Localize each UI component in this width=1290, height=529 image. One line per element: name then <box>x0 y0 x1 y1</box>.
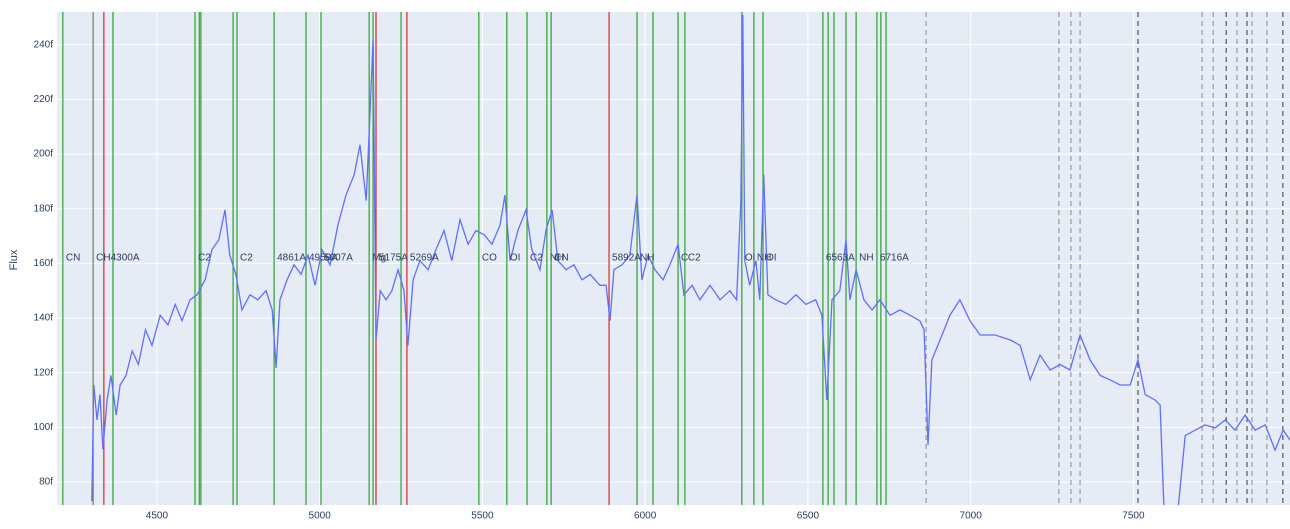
y-tick-label: 120f <box>34 367 54 378</box>
line-label: C2 <box>240 253 253 264</box>
y-tick-label: 240f <box>34 39 54 50</box>
y-tick-label: 160f <box>34 258 54 269</box>
y-tick-label: 200f <box>34 149 54 160</box>
y-tick-label: 80f <box>39 477 53 488</box>
line-label: 5007A <box>324 253 353 264</box>
line-label: CN <box>66 253 80 264</box>
y-axis-title: Flux <box>8 249 20 270</box>
x-tick-label: 6500 <box>797 511 820 522</box>
x-tick-label: 4500 <box>146 511 169 522</box>
axes: 80f 100f 120f 140f 160f 180f 200f 220f 240f 4500 5… <box>34 39 1145 521</box>
line-label: C2 <box>688 253 701 264</box>
line-label: 5892A <box>612 253 641 264</box>
y-tick-label: 180f <box>34 203 54 214</box>
line-label: 4959A <box>309 253 338 264</box>
line-label: CH4300A <box>96 253 140 264</box>
line-label: CN <box>554 253 568 264</box>
x-tick-label: 6000 <box>634 511 657 522</box>
x-tick-label: 5500 <box>471 511 494 522</box>
line-label: NH <box>640 253 654 264</box>
line-label: CO <box>482 253 497 264</box>
line-label: OI <box>766 253 777 264</box>
line-label: 6563A <box>826 253 855 264</box>
y-tick-label: 220f <box>34 94 54 105</box>
line-label: C <box>681 253 688 264</box>
x-tick-label: 7500 <box>1122 511 1145 522</box>
y-tick-label: 140f <box>34 313 54 324</box>
line-label: C2 <box>530 253 543 264</box>
plot-background <box>57 12 1290 505</box>
spectrum-line <box>91 14 1290 505</box>
line-label: NH <box>859 253 873 264</box>
line-label: OI <box>745 253 756 264</box>
line-label: OI <box>510 253 521 264</box>
line-label: 5175A <box>379 253 408 264</box>
line-label: NH <box>550 253 564 264</box>
x-tick-label: 5000 <box>309 511 332 522</box>
line-label: 6716A <box>880 253 909 264</box>
x-tick-label: 7000 <box>960 511 983 522</box>
y-tick-label: 100f <box>34 422 54 433</box>
line-label: C2 <box>198 253 211 264</box>
line-label: Mg <box>372 253 386 264</box>
line-label: 4861A <box>277 253 306 264</box>
line-label: 5269A <box>410 253 439 264</box>
line-label: NH <box>757 253 771 264</box>
